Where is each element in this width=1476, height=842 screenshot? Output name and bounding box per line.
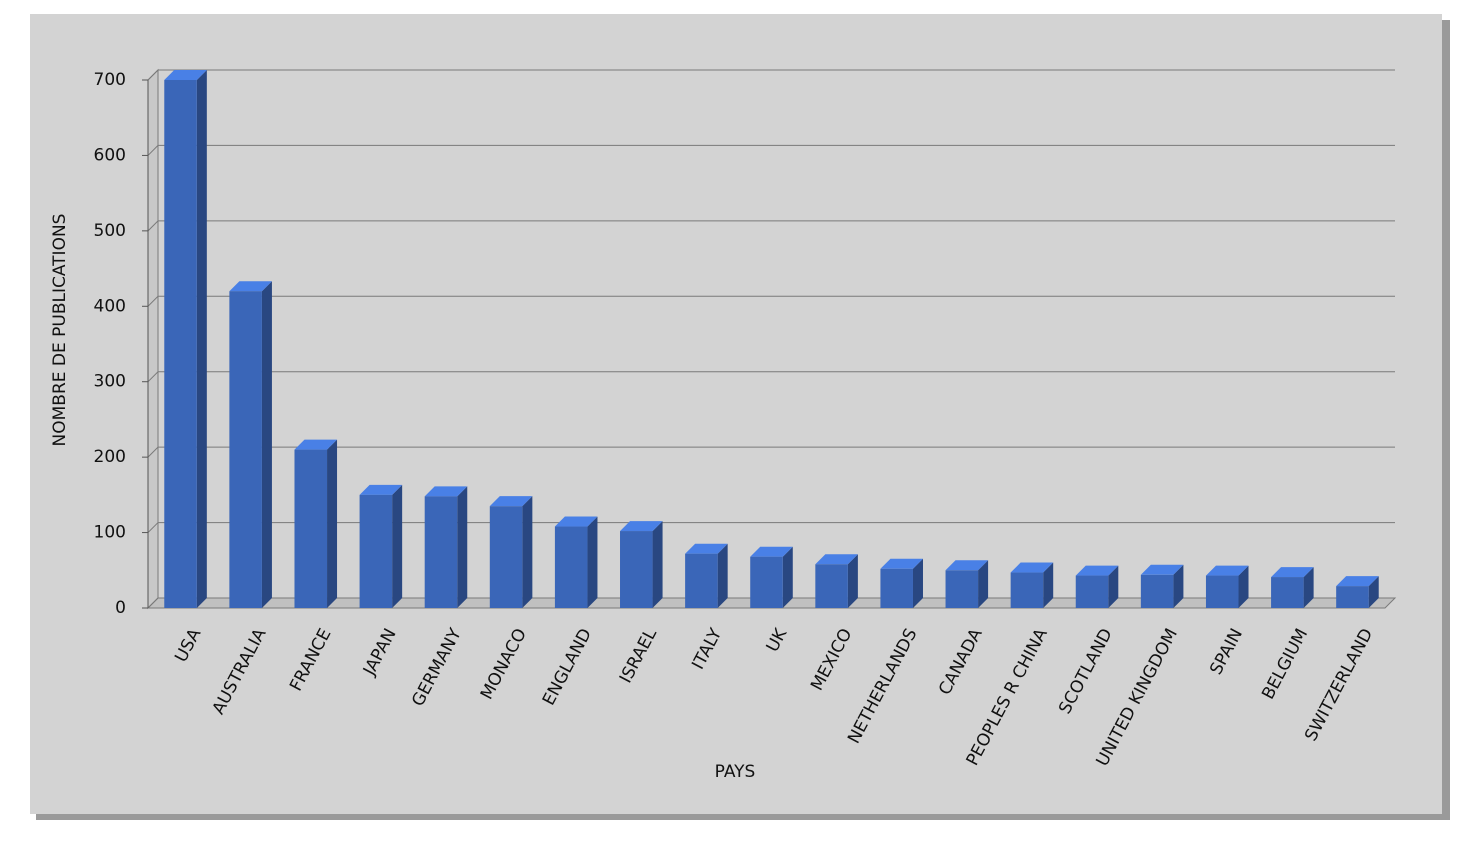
bar-side [652,521,663,608]
bar-top [1010,562,1054,573]
y-tick-label: 500 [94,221,126,241]
bar-top [554,516,598,527]
bar-top [880,558,923,569]
bar [1010,572,1044,608]
bar [554,526,588,608]
bar-top [815,554,858,565]
bar-side [847,554,858,608]
bar [1075,575,1109,608]
bar-top [1336,576,1379,587]
bar [164,80,197,608]
bar [815,564,848,608]
y-tick-label: 600 [94,145,126,165]
bar-side [1303,567,1314,608]
bar-side [1368,576,1379,608]
bar [1205,575,1239,608]
grid-line [147,144,1395,156]
y-tick-label: 100 [94,523,126,543]
bar-top [945,560,989,571]
bar [229,291,262,608]
bar [1336,586,1369,608]
bar-side [782,546,793,608]
bar-side [327,439,338,608]
bar [294,449,328,608]
bar-side [1108,565,1119,608]
bar [685,553,718,608]
grid-line [147,522,1395,533]
bar-side [457,486,468,608]
grid-line [147,220,1395,232]
bar-side [717,543,728,608]
bar-side [392,484,403,608]
bar-top [359,484,403,495]
bar-side [978,560,989,608]
bar-top [1140,564,1184,575]
grid-line [147,69,1395,81]
bar-top [489,496,533,507]
y-tick-label: 300 [94,372,126,392]
bar [880,568,913,608]
bar [945,570,979,608]
bar-side [912,558,923,608]
bar-side [522,496,533,608]
bar [424,496,458,608]
bar [750,556,783,608]
bar-top [424,486,468,497]
bar-top [164,70,207,80]
bar [620,531,653,608]
bar-side [1043,562,1054,608]
grid-line [147,371,1395,383]
bar-side [1238,565,1249,608]
x-axis-label: PAYS [715,762,756,782]
y-tick-label: 700 [94,70,126,90]
grid-line [147,446,1395,458]
y-tick-label: 200 [94,447,126,467]
bar-top [294,439,338,450]
bar-top [1075,565,1119,576]
bar-side [196,70,207,608]
y-axis-label: NOMBRE DE PUBLICATIONS [50,214,70,447]
bar-top [685,543,728,554]
bar [1271,577,1304,608]
bar-side [587,516,598,608]
bar-top [229,281,272,292]
bar-top [620,521,663,532]
y-tick-label: 400 [94,296,126,316]
bar-side [1173,564,1184,608]
bar [489,506,523,608]
bar-top [1271,567,1314,578]
bar [1140,574,1174,608]
grid-line [147,295,1395,307]
bar-top [1205,565,1249,576]
bar-side [261,281,272,608]
bar [359,494,393,608]
y-tick-label: 0 [115,598,126,618]
bar-top [750,546,793,557]
